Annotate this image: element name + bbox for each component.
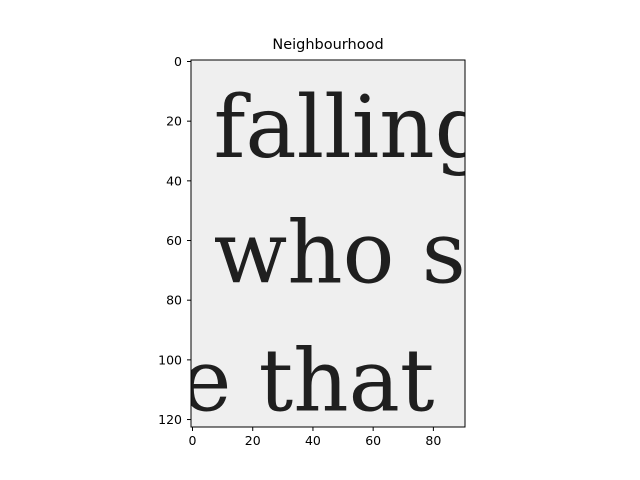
y-tick-label: 60 <box>166 233 182 248</box>
x-tick-label: 60 <box>365 433 381 448</box>
x-tick-label: 20 <box>245 433 261 448</box>
y-tick-label: 40 <box>166 173 182 188</box>
image-content: falling who s e that <box>180 78 490 432</box>
y-tick-label: 80 <box>166 293 182 308</box>
x-axis: 0 20 40 60 80 <box>189 427 441 448</box>
x-tick-label: 0 <box>189 433 197 448</box>
y-tick-label: 0 <box>174 54 182 69</box>
axes-frame <box>190 59 466 428</box>
y-tick-label: 20 <box>166 114 182 129</box>
y-axis: 0 20 40 60 80 100 120 <box>158 54 191 427</box>
image-text-line: e that <box>180 332 434 432</box>
image-text-line: falling <box>214 78 490 178</box>
y-tick-label: 100 <box>158 352 182 367</box>
y-tick-label: 120 <box>158 412 182 427</box>
image-background <box>191 60 465 427</box>
chart-title: Neighbourhood <box>272 37 383 53</box>
x-tick-label: 40 <box>305 433 321 448</box>
image-text-line: who s <box>214 203 466 303</box>
x-tick-label: 80 <box>425 433 441 448</box>
